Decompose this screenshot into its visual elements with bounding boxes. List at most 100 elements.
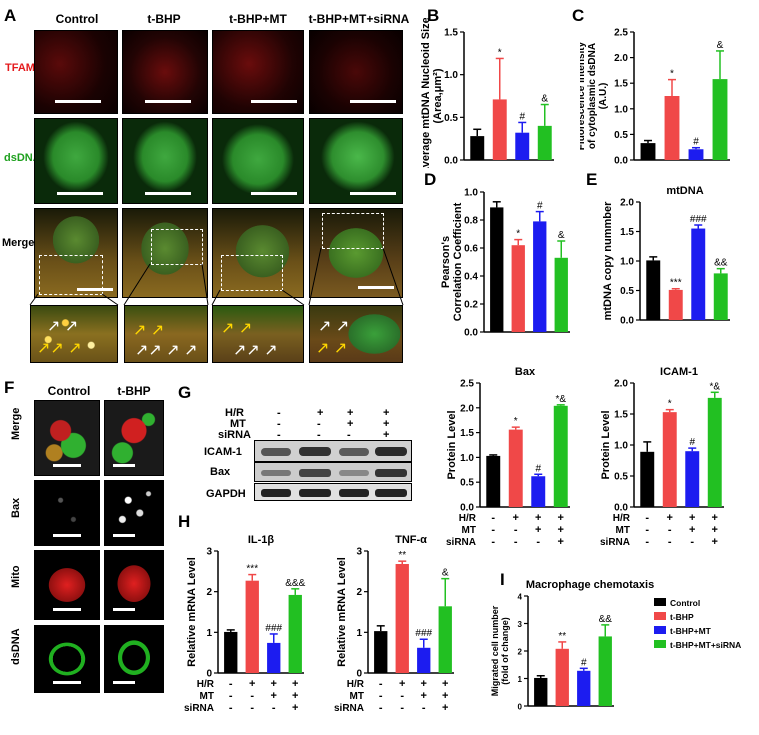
condition-label: siRNA: [600, 537, 630, 548]
condition-sign: -: [250, 702, 254, 714]
f-mito-tbhp: [104, 550, 164, 620]
significance-label: &&: [599, 614, 613, 625]
condition-sign: -: [229, 702, 233, 714]
g-sign: -: [277, 407, 281, 419]
panel-a-row-tfam: TFAM: [5, 62, 35, 74]
panel-f-col-tbhp: t-BHP: [117, 384, 151, 398]
condition-sign: +: [442, 702, 448, 714]
condition-label: H/R: [459, 513, 477, 524]
y-label-line: (fold of change): [500, 617, 510, 685]
bar: [531, 476, 546, 507]
g-band-icam-label: ICAM-1: [204, 446, 242, 458]
y-tick-label: 1.0: [620, 257, 634, 268]
condition-sign: -: [229, 690, 233, 702]
merge-image-tbhp-mt-sirna: [309, 208, 403, 298]
bar: [288, 594, 302, 673]
y-tick-label: 0.6: [464, 244, 478, 255]
legend-swatch: [654, 640, 666, 648]
panel-e-letter: E: [586, 170, 598, 189]
y-label-line: Relative mRNA Level: [336, 557, 348, 667]
bar: [713, 273, 728, 320]
merge-image-control: [34, 208, 118, 298]
f-bax-tbhp: [104, 480, 164, 546]
condition-sign: +: [271, 678, 277, 690]
blot-bax: [254, 462, 412, 482]
condition-sign: -: [491, 512, 495, 524]
y-tick-label: 1.5: [444, 28, 458, 39]
y-tick-label: 0.0: [444, 156, 458, 167]
condition-label: MT: [200, 691, 214, 702]
chart-title: ICAM-1: [660, 366, 698, 378]
g-cond-sirna-label: siRNA: [218, 429, 252, 441]
condition-sign: +: [558, 536, 564, 548]
condition-sign: -: [422, 702, 426, 714]
bar: [685, 451, 700, 507]
panel-a-row-merge: Merge: [2, 237, 35, 249]
tfam-image-tbhp-mt: [212, 30, 304, 114]
g-sign: -: [347, 429, 351, 441]
f-merge-tbhp: [104, 400, 164, 476]
panel-i-letter: I: [500, 570, 505, 589]
condition-sign: -: [645, 524, 649, 536]
panel-h-letter: H: [178, 512, 191, 531]
condition-sign: -: [690, 536, 694, 548]
panel-f-letter: F: [4, 378, 15, 397]
y-tick-label: 1.0: [614, 441, 628, 452]
y-tick-label: 1.5: [614, 79, 628, 90]
chart-title: Macrophage chemotaxis: [526, 579, 654, 591]
condition-label: siRNA: [334, 703, 364, 714]
significance-label: #: [693, 137, 699, 148]
zoom-image-tbhp: ↗ ↗ ↗↗ ↗ ↗: [124, 305, 208, 363]
g-sign: +: [383, 429, 390, 441]
condition-sign: -: [400, 702, 404, 714]
bar: [511, 245, 525, 332]
condition-sign: -: [272, 702, 276, 714]
y-label: Protein Level: [446, 410, 458, 479]
legend-label: t-BHP+MT: [670, 626, 712, 636]
zoom-connectors: [29, 247, 404, 306]
merge-image-tbhp: [122, 208, 208, 298]
y-tick-label: 1.5: [614, 410, 628, 421]
panel-f-row-dsdna: dsDNA: [10, 628, 22, 665]
y-tick-label: 0.4: [464, 272, 478, 283]
bar: [534, 677, 548, 706]
y-label: Protein Level: [600, 410, 612, 479]
significance-label: #: [537, 201, 543, 212]
y-tick-label: 3: [206, 547, 212, 558]
significance-label: **: [398, 550, 406, 561]
condition-sign: +: [535, 524, 541, 536]
significance-label: **: [558, 631, 566, 642]
zoom-image-tbhp-mt: ↗ ↗ ↗↗ ↗: [212, 305, 304, 363]
panel-d-letter: D: [424, 170, 437, 189]
chart-bax: Bax 0.0 0.5 1.0 1.5 2.0 2.5 Protein Level * # *& H/…: [446, 366, 570, 548]
condition-sign: +: [421, 678, 427, 690]
panel-b-letter: B: [427, 6, 440, 25]
condition-sign: +: [513, 512, 519, 524]
panel-a-col-tbhp: t-BHP: [147, 12, 181, 26]
y-tick-label: 0.0: [614, 156, 628, 167]
bar: [598, 636, 612, 706]
dsdna-image-control: [34, 118, 118, 204]
y-tick-label: 2: [518, 648, 523, 657]
condition-sign: -: [645, 536, 649, 548]
y-label-line: Average mtDNA Nucleoid Size: [420, 18, 432, 168]
y-label-line: mtDNA copy nummber: [602, 201, 614, 320]
y-label: Pearson's Correlation Coefficient: [440, 202, 464, 321]
g-sign: +: [383, 418, 390, 430]
f-merge-control: [34, 400, 100, 476]
condition-sign: +: [667, 512, 673, 524]
condition-sign: +: [399, 678, 405, 690]
y-tick-label: 2.0: [614, 53, 628, 64]
legend-label: t-BHP: [670, 612, 694, 622]
significance-label: #: [535, 463, 541, 474]
significance-label: #: [519, 111, 525, 122]
y-tick-label: 3: [518, 620, 523, 629]
panel-a-col-control: Control: [55, 12, 99, 26]
condition-sign: +: [689, 524, 695, 536]
bar: [267, 642, 281, 673]
zoom-image-tbhp-mt-sirna: ↗ ↗ ↗ ↗: [309, 305, 403, 363]
significance-label: *: [668, 399, 672, 410]
